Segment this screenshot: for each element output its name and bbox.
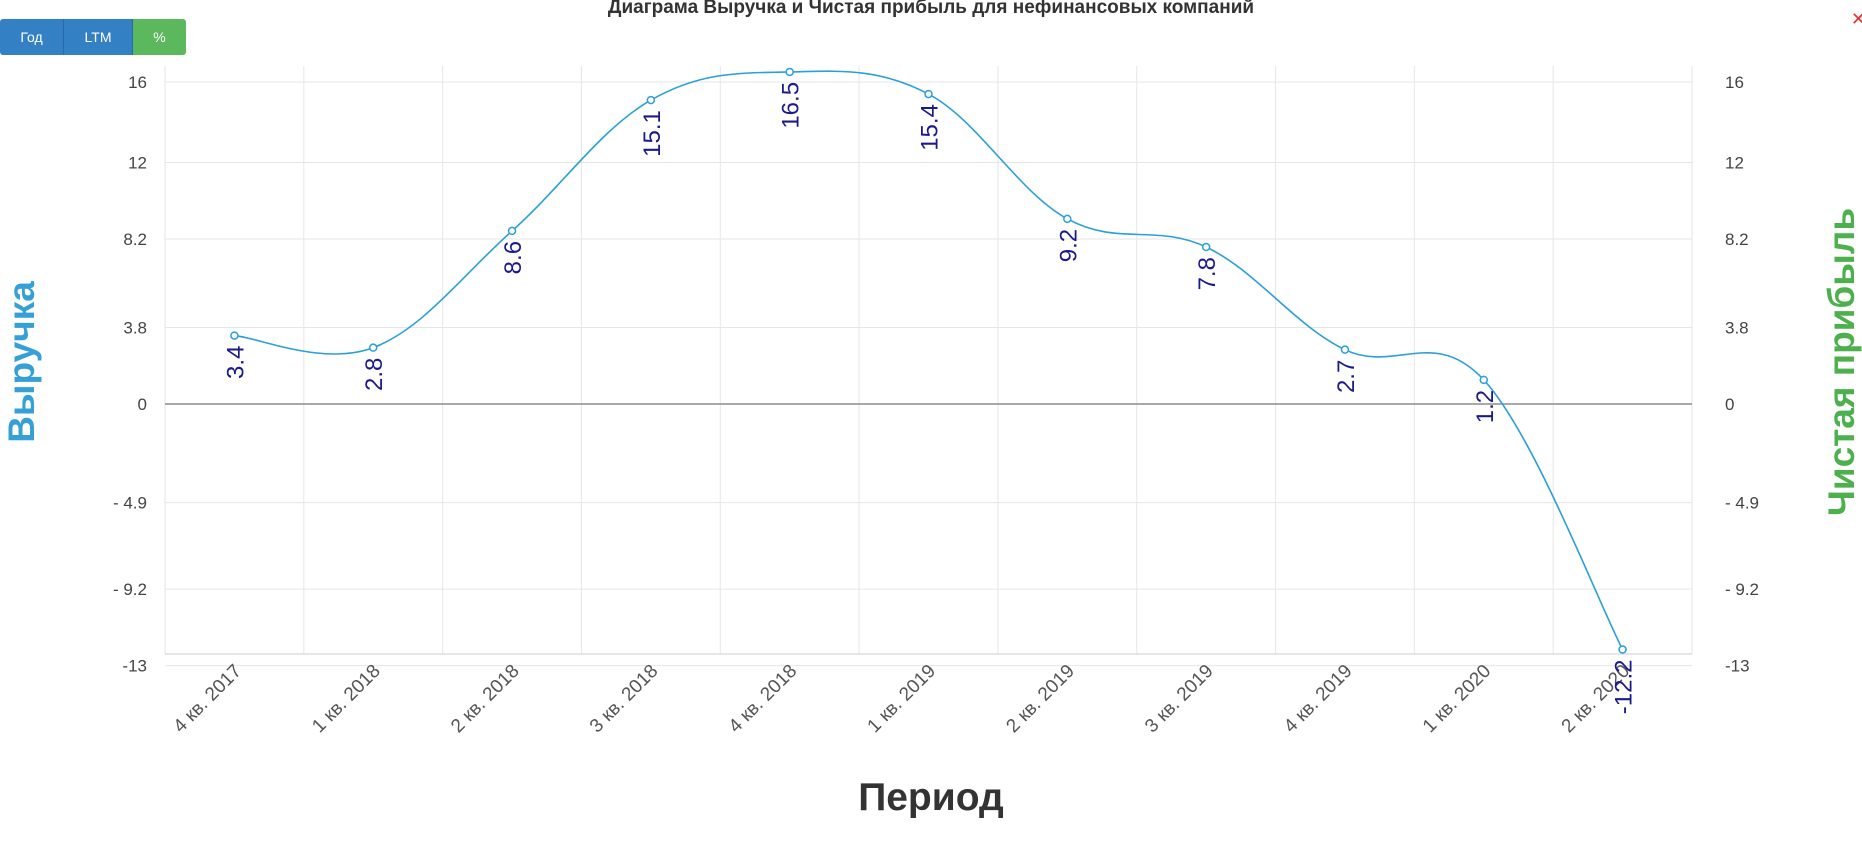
y-tick-label-left: 12 [128, 154, 147, 173]
x-tick-label: 4 кв. 2019 [1280, 661, 1356, 737]
series-line [234, 70, 1624, 650]
data-label: 15.1 [639, 110, 666, 157]
y-tick-label-right: 8.2 [1725, 230, 1749, 249]
x-tick-label: 1 кв. 2018 [308, 661, 384, 737]
data-point [1479, 375, 1489, 385]
y-tick-label-left: 16 [128, 73, 147, 92]
data-point [1340, 345, 1350, 354]
data-point [785, 67, 794, 77]
year-button[interactable]: Год [0, 19, 64, 55]
close-icon[interactable]: ✕ [1850, 9, 1862, 29]
y-tick-label-left: -13 [122, 657, 147, 676]
y-tick-label-left: 8.2 [123, 230, 147, 249]
data-label: 2.7 [1333, 360, 1360, 393]
data-point [230, 331, 239, 340]
period-toggle-group: Год LTM % [0, 19, 186, 55]
x-tick-label: 2 кв. 2018 [447, 661, 523, 737]
y-axis-title-left: Выручка [1, 281, 42, 443]
y-tick-label-right: - 4.9 [1725, 494, 1759, 513]
data-label: 3.4 [222, 346, 249, 379]
chart-title: Диаграма Выручка и Чистая прибыль для не… [607, 0, 1255, 18]
y-tick-label-left: - 4.9 [113, 494, 147, 513]
y-tick-label-right: 0 [1725, 395, 1734, 414]
x-tick-label: 3 кв. 2018 [586, 661, 662, 737]
y-tick-label-right: 12 [1725, 154, 1744, 173]
data-point [368, 343, 378, 352]
x-axis-title: Период [858, 776, 1004, 819]
x-tick-label: 1 кв. 2020 [1419, 661, 1495, 737]
y-axis-title-right: Чистая прибыль [1821, 207, 1862, 517]
data-label: 16.5 [778, 82, 805, 129]
y-tick-label-right: - 9.2 [1725, 580, 1759, 599]
data-label: 8.6 [500, 241, 527, 274]
data-point [1618, 645, 1627, 654]
data-point [1201, 242, 1211, 252]
y-tick-label-left: 0 [138, 395, 147, 414]
data-point [646, 95, 656, 105]
data-label: 2.8 [361, 358, 388, 391]
ltm-button[interactable]: LTM [64, 19, 133, 55]
y-tick-label-left: - 9.2 [113, 580, 147, 599]
x-tick-label: 3 кв. 2019 [1141, 661, 1217, 737]
data-label: 15.4 [917, 104, 944, 151]
y-tick-label-left: 3.8 [123, 319, 147, 338]
data-label: 9.2 [1055, 229, 1082, 262]
y-tick-label-right: 3.8 [1725, 319, 1749, 338]
x-tick-label: 4 кв. 2017 [170, 661, 246, 737]
x-tick-label: 4 кв. 2018 [725, 661, 801, 737]
y-tick-label-right: 16 [1725, 73, 1744, 92]
y-tick-label-right: -13 [1725, 657, 1750, 676]
data-label: -12.2 [1611, 660, 1638, 715]
x-tick-label: 2 кв. 2019 [1002, 661, 1078, 737]
x-tick-label: 1 кв. 2019 [864, 661, 940, 737]
data-label: 7.8 [1194, 257, 1221, 290]
data-point [507, 226, 517, 236]
data-label: 1.2 [1472, 390, 1499, 423]
data-point [1063, 214, 1072, 224]
percent-button[interactable]: % [133, 19, 186, 55]
data-point [924, 89, 933, 99]
